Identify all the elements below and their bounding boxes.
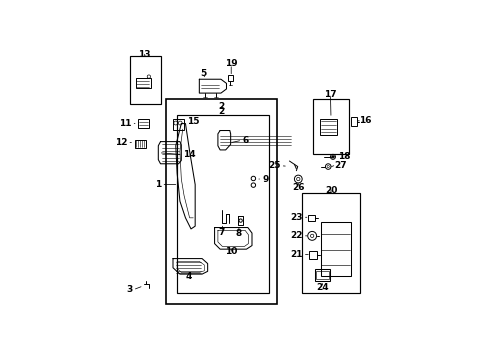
Text: 19: 19 [224, 59, 237, 68]
Text: 2: 2 [218, 103, 224, 112]
Bar [173, 118, 183, 130]
Text: 8: 8 [235, 229, 241, 238]
Text: 3: 3 [126, 285, 133, 294]
Bar [135, 140, 145, 148]
Text: 5: 5 [200, 69, 205, 78]
Text: 4: 4 [185, 272, 192, 281]
Text: 26: 26 [291, 183, 304, 192]
Bar [135, 78, 150, 88]
Text: 21: 21 [290, 250, 302, 259]
Text: 23: 23 [290, 213, 302, 222]
Bar [350, 117, 356, 126]
Text: 11: 11 [119, 119, 131, 128]
Text: 2: 2 [218, 107, 224, 116]
Text: 1: 1 [155, 180, 161, 189]
Text: 15: 15 [187, 117, 200, 126]
Text: 22: 22 [290, 231, 302, 240]
Bar [319, 120, 336, 135]
Text: 14: 14 [183, 150, 195, 159]
Bar [320, 222, 350, 276]
Text: 27: 27 [333, 161, 346, 170]
Bar [307, 215, 314, 221]
Bar [227, 75, 232, 81]
Bar [316, 270, 328, 279]
Text: 6: 6 [242, 136, 248, 145]
Text: 20: 20 [324, 186, 337, 195]
Bar [130, 56, 160, 104]
Bar [166, 99, 276, 304]
Text: 24: 24 [315, 283, 328, 292]
Bar [308, 251, 317, 259]
Text: 10: 10 [224, 247, 237, 256]
Text: 13: 13 [138, 50, 151, 59]
Text: 12: 12 [115, 138, 127, 147]
Bar [312, 99, 348, 154]
Text: 18: 18 [337, 152, 350, 161]
Bar [138, 120, 148, 128]
Text: 7: 7 [219, 228, 225, 237]
Text: 16: 16 [359, 116, 371, 125]
Text: 25: 25 [267, 161, 280, 170]
Text: 9: 9 [262, 175, 268, 184]
Bar [314, 269, 329, 281]
Circle shape [331, 156, 333, 158]
Text: 17: 17 [324, 90, 336, 99]
Bar [301, 193, 359, 293]
Bar [177, 115, 268, 293]
